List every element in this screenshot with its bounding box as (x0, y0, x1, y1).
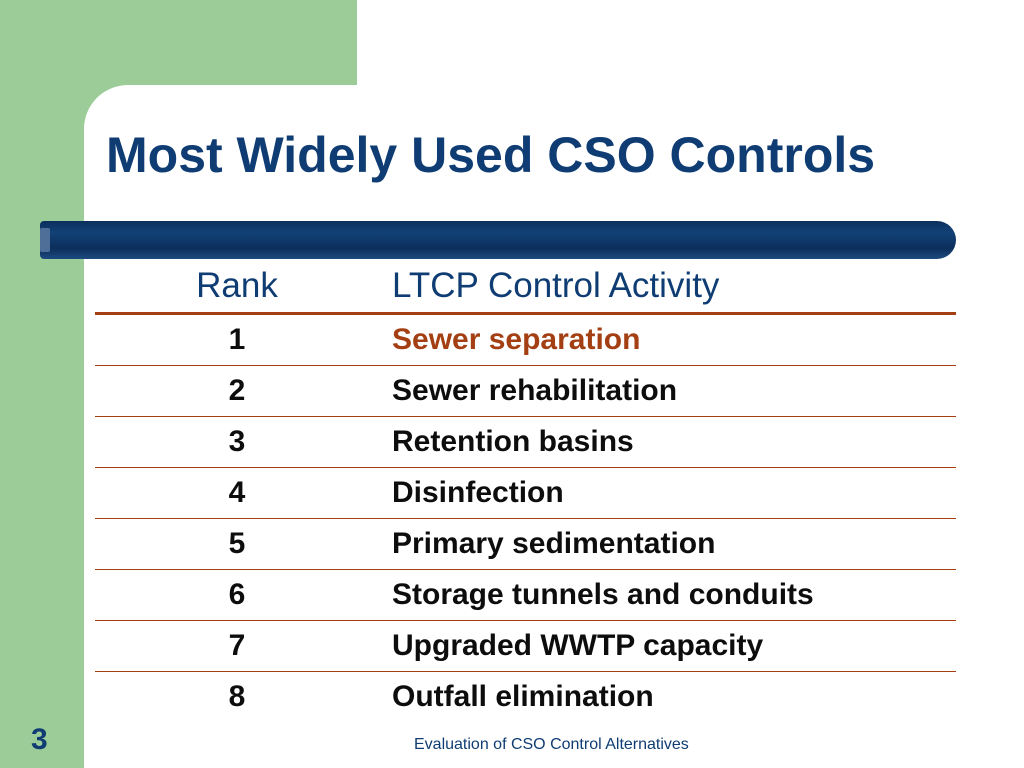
table-row: 6 Storage tunnels and conduits (95, 570, 956, 621)
rank-cell: 1 (228, 323, 246, 356)
rank-cell: 5 (228, 527, 246, 560)
table-header-row: Rank LTCP Control Activity (95, 262, 956, 315)
title-bar-highlight (40, 228, 50, 252)
table-row: 5 Primary sedimentation (95, 519, 956, 570)
rank-cell: 7 (228, 629, 246, 662)
activity-cell: Retention basins (392, 425, 634, 458)
title-underline-bar (40, 221, 956, 259)
rank-cell: 3 (228, 425, 246, 458)
rank-cell: 8 (228, 680, 246, 713)
table-row: 1 Sewer separation (95, 315, 956, 366)
table-row: 7 Upgraded WWTP capacity (95, 621, 956, 672)
activity-column-header: LTCP Control Activity (392, 266, 720, 305)
activity-cell: Outfall elimination (392, 680, 654, 713)
activity-cell: Storage tunnels and conduits (392, 578, 814, 611)
slide-title: Most Widely Used CSO Controls (106, 127, 876, 183)
table-row: 4 Disinfection (95, 468, 956, 519)
activity-cell: Primary sedimentation (392, 527, 716, 560)
table-row: 8 Outfall elimination (95, 672, 956, 722)
table-row: 2 Sewer rehabilitation (95, 366, 956, 417)
page-number: 3 (31, 723, 48, 756)
content-panel (84, 85, 1024, 768)
footer-text: Evaluation of CSO Control Alternatives (414, 736, 689, 753)
activity-cell: Sewer rehabilitation (392, 374, 678, 407)
rank-cell: 4 (228, 476, 246, 509)
activity-cell: Sewer separation (392, 323, 641, 356)
activity-cell: Disinfection (392, 476, 564, 509)
rank-column-header: Rank (196, 266, 278, 305)
rank-cell: 6 (228, 578, 246, 611)
rank-cell: 2 (228, 374, 246, 407)
table-row: 3 Retention basins (95, 417, 956, 468)
activity-cell: Upgraded WWTP capacity (392, 629, 764, 662)
controls-table: Rank LTCP Control Activity 1 Sewer separ… (95, 262, 956, 722)
